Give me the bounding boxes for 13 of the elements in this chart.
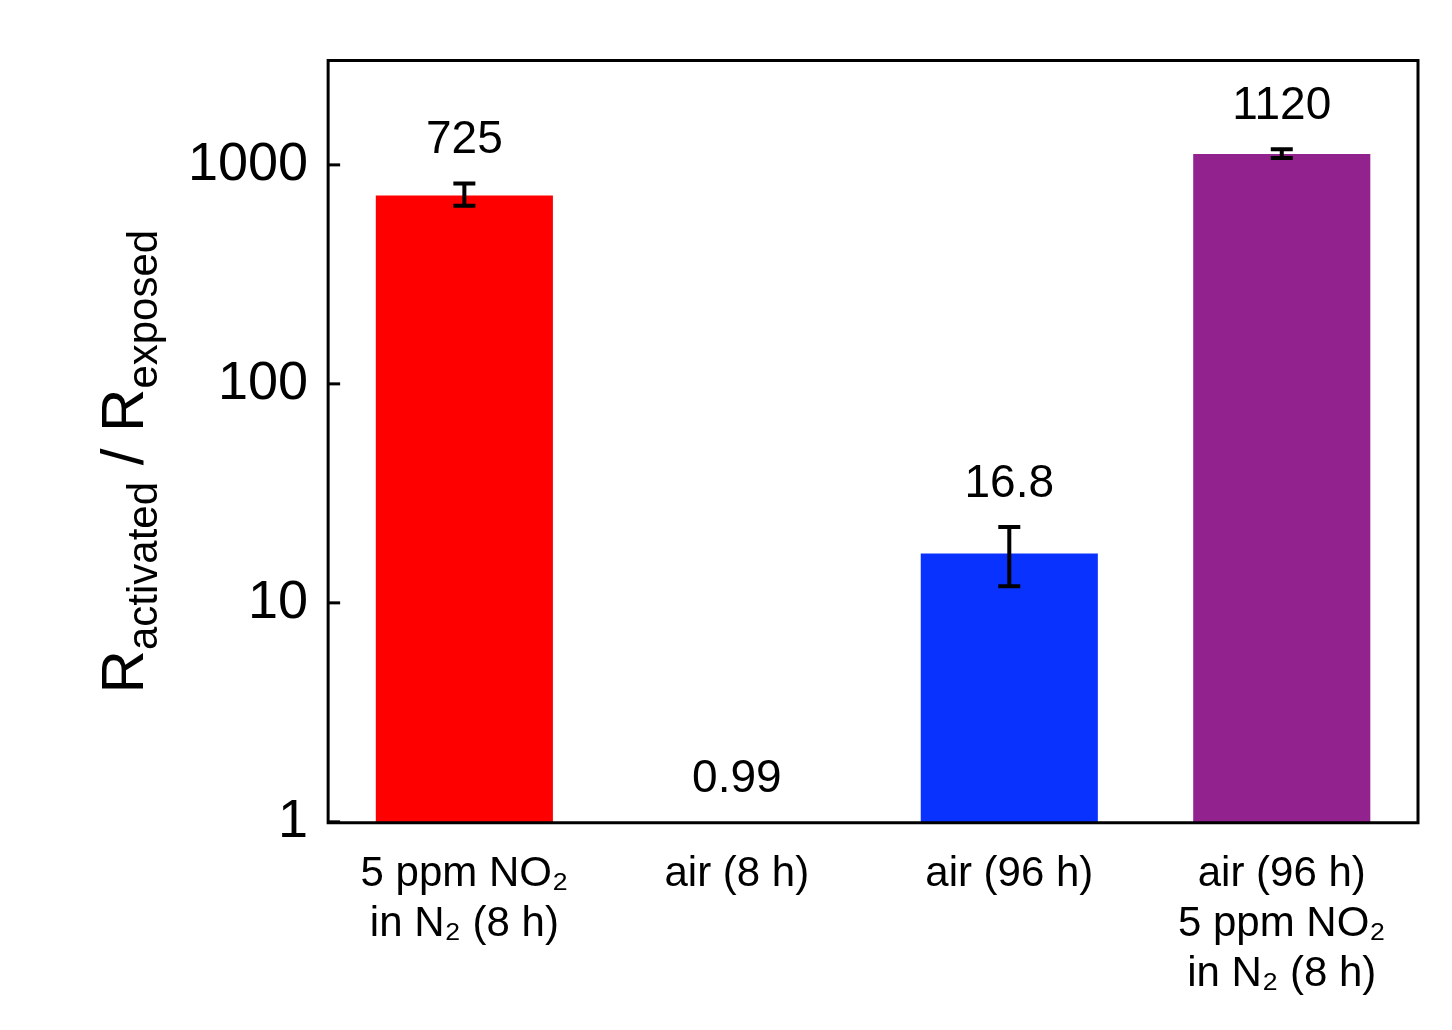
data-label: 16.8 [964, 454, 1055, 507]
y-tick-label: 10 [248, 568, 309, 629]
data-label: 0.99 [692, 750, 782, 803]
x-tick-label: air (96 h) 5 ppm NO₂ in N₂ (8 h) [1177, 847, 1386, 996]
data-label: 1120 [1232, 76, 1332, 129]
y-tick-label: 1000 [187, 130, 309, 191]
y-tick-label: 1 [278, 787, 309, 848]
y-axis-title: Ractivated / Rexposed [89, 229, 166, 694]
x-tick-label: air (8 h) [664, 847, 810, 895]
y-tick-label: 100 [218, 349, 309, 410]
x-tick-label: air (96 h) [925, 847, 1094, 895]
data-label: 725 [425, 111, 503, 164]
x-tick-label: 5 ppm NO₂ in N₂ (8 h) [360, 847, 569, 945]
